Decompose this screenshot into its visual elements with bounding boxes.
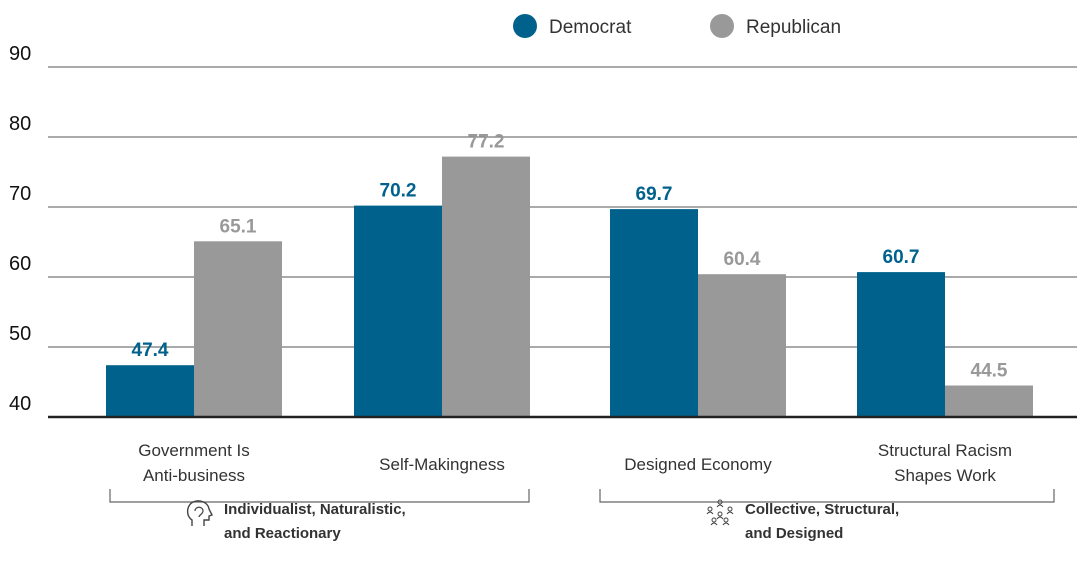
data-label-democrat: 70.2 [380, 181, 417, 202]
legend-swatch-republican [710, 14, 734, 38]
group-label: and Reactionary [224, 525, 341, 542]
group-label: and Designed [745, 525, 843, 542]
data-label-democrat: 60.7 [883, 247, 920, 268]
group-bracket [599, 489, 1055, 503]
y-tick-label: 60 [9, 253, 31, 275]
value-labels: 47.4 70.2 69.7 60.7 65.1 77.2 60.4 44.5 [132, 132, 1008, 382]
data-label-republican: 77.2 [468, 132, 505, 153]
bars [106, 156, 1033, 417]
bar-democrat [857, 272, 945, 417]
y-tick-label: 80 [9, 113, 31, 135]
data-label-republican: 60.4 [724, 249, 761, 270]
x-category-label: Government Is [138, 441, 250, 460]
y-tick-label: 50 [9, 323, 31, 345]
head-profile-icon [186, 500, 213, 526]
x-category-label: Self-Makingness [379, 455, 505, 474]
x-category-label: Designed Economy [624, 455, 772, 474]
x-category-label: Structural Racism [878, 441, 1012, 460]
y-tick-label: 90 [9, 43, 31, 65]
x-category-label: Shapes Work [894, 466, 996, 485]
bar-democrat [106, 365, 194, 417]
data-label-republican: 65.1 [220, 216, 257, 237]
bar-republican [194, 241, 282, 417]
bar-republican [698, 274, 786, 417]
bar-republican [945, 385, 1033, 417]
group-label: Individualist, Naturalistic, [224, 501, 406, 518]
data-label-democrat: 69.7 [636, 184, 673, 205]
y-tick-label: 40 [9, 393, 31, 415]
data-label-republican: 44.5 [971, 361, 1008, 382]
legend-label-republican: Republican [746, 17, 841, 38]
axes: 40 50 60 70 80 90 Government Is Anti-business Se… [9, 43, 1077, 485]
legend: Democrat Republican [513, 14, 841, 38]
data-label-democrat: 47.4 [132, 340, 169, 361]
legend-swatch-democrat [513, 14, 537, 38]
y-tick-label: 70 [9, 183, 31, 205]
bar-democrat [610, 209, 698, 417]
bar-democrat [354, 205, 442, 417]
group-bracket [109, 489, 530, 503]
legend-label-democrat: Democrat [549, 17, 632, 38]
group-label: Collective, Structural, [745, 501, 899, 518]
bar-republican [442, 156, 530, 417]
people-circle-icon [706, 499, 734, 526]
x-category-label: Anti-business [143, 466, 245, 485]
category-groups: Individualist, Naturalistic, and Reaction… [109, 489, 1055, 542]
